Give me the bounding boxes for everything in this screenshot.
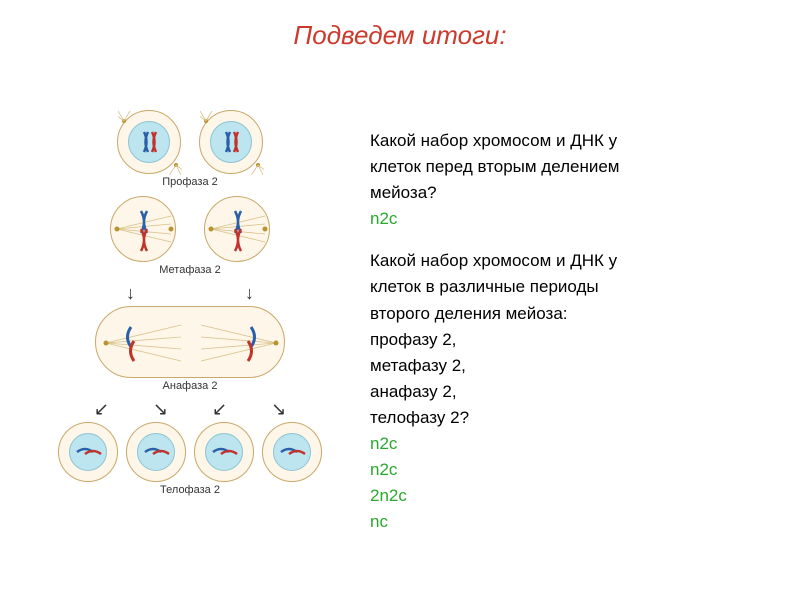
arrows-1: ↓ ↓ xyxy=(40,284,340,302)
telophase-cell-1 xyxy=(58,422,118,482)
nucleus xyxy=(273,433,311,471)
telophase-label: Телофаза 2 xyxy=(40,484,340,496)
anaphase-row xyxy=(40,306,340,378)
telophase-cell-4 xyxy=(262,422,322,482)
q1-line1: Какой набор хромосом и ДНК у xyxy=(370,130,760,152)
nucleus xyxy=(69,433,107,471)
q1-line2: клеток перед вторым делением xyxy=(370,156,760,178)
anaphase-label: Анафаза 2 xyxy=(40,380,340,392)
q2-line2: клеток в различные периоды xyxy=(370,276,760,298)
chromatids-icon xyxy=(209,442,239,462)
q2-line1: Какой набор хромосом и ДНК у xyxy=(370,250,760,272)
arrow-down-icon: ↓ xyxy=(245,284,254,302)
telophase-cell-2 xyxy=(126,422,186,482)
chromatids-icon xyxy=(73,442,103,462)
anaphase-spindle-icon xyxy=(96,307,286,379)
prophase-row xyxy=(40,110,340,174)
metaphase-label: Метафаза 2 xyxy=(40,264,340,276)
prophase-cell-2 xyxy=(199,110,263,174)
metaphase-cell-2 xyxy=(204,196,270,262)
page-title: Подведем итоги: xyxy=(0,20,800,51)
q2-line6: анафазу 2, xyxy=(370,381,760,403)
q1-line3: мейоза? xyxy=(370,182,760,204)
telophase-cell-3 xyxy=(194,422,254,482)
answer-2-2: n2c xyxy=(370,459,760,481)
answer-2-1: n2c xyxy=(370,433,760,455)
arrow-down-right-icon: ↘ xyxy=(271,400,286,418)
spindle-icon xyxy=(205,196,269,262)
q2-line3: второго деления мейоза: xyxy=(370,303,760,325)
aster-icon xyxy=(200,111,264,175)
metaphase-cell-1 xyxy=(110,196,176,262)
prophase-cell-1 xyxy=(117,110,181,174)
prophase-label: Профаза 2 xyxy=(40,176,340,188)
arrow-down-left-icon: ↙ xyxy=(94,400,109,418)
q2-line7: телофазу 2? xyxy=(370,407,760,429)
nucleus xyxy=(205,433,243,471)
arrow-down-icon: ↓ xyxy=(126,284,135,302)
answer-1: n2c xyxy=(370,208,760,230)
metaphase-row xyxy=(40,196,340,262)
arrow-down-left-icon: ↙ xyxy=(212,400,227,418)
answer-2-3: 2n2c xyxy=(370,485,760,507)
arrows-2: ↙ ↘ ↙ ↘ xyxy=(40,400,340,418)
text-block: Какой набор хромосом и ДНК у клеток пере… xyxy=(370,130,760,537)
spindle-icon xyxy=(111,196,175,262)
aster-icon xyxy=(118,111,182,175)
chromatids-icon xyxy=(277,442,307,462)
telophase-row xyxy=(40,422,340,482)
answer-2-4: nc xyxy=(370,511,760,533)
q2-line4: профазу 2, xyxy=(370,329,760,351)
chromatids-icon xyxy=(141,442,171,462)
arrow-down-right-icon: ↘ xyxy=(153,400,168,418)
title-text: Подведем итоги: xyxy=(293,20,506,50)
nucleus xyxy=(137,433,175,471)
q2-line5: метафазу 2, xyxy=(370,355,760,377)
meiosis-diagram: Профаза 2 xyxy=(40,110,340,504)
anaphase-cell xyxy=(95,306,285,378)
